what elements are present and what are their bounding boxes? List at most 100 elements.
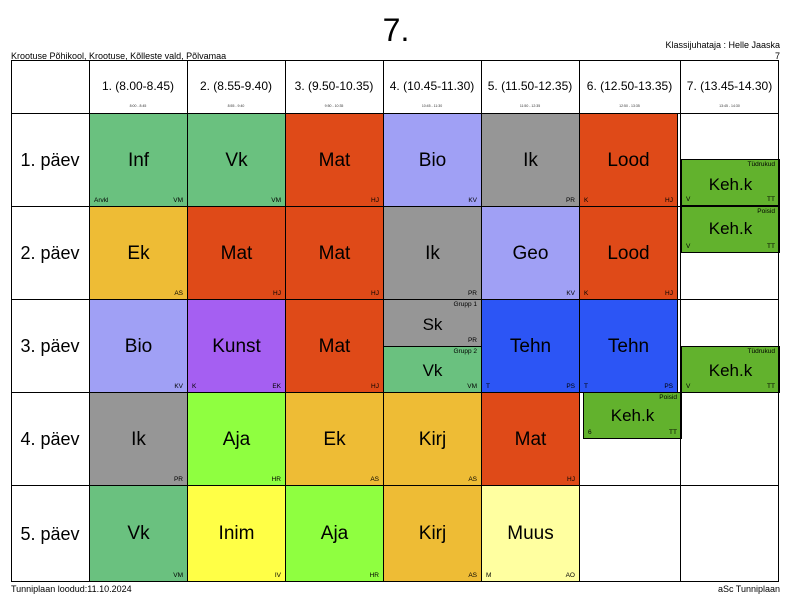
period-label: 4. (10.45-11.30) <box>389 79 475 93</box>
period-time: 13:45 - 14:30 <box>719 104 740 108</box>
lesson-teacher: VM <box>173 572 183 579</box>
lesson-cell: Ik PR <box>383 206 482 300</box>
day-label: 2. päev <box>20 243 80 263</box>
lesson-cell: Geo KV <box>481 206 580 300</box>
lesson-room: T <box>584 383 588 390</box>
page-title: 7. <box>382 12 410 48</box>
lesson-teacher: VM <box>173 197 183 204</box>
lesson-room: K <box>584 197 589 204</box>
lesson-teacher: HJ <box>665 197 673 204</box>
lesson-group: Tüdrukud <box>747 161 775 168</box>
day-label: 5. päev <box>20 524 80 544</box>
lesson-room: M <box>486 572 492 579</box>
period-label: 2. (8.55-9.40) <box>199 79 273 93</box>
lesson-teacher: PS <box>566 383 575 390</box>
lesson-teacher: PR <box>467 337 477 344</box>
lesson-cell: Mat HJ <box>285 299 384 393</box>
lesson-teacher: HR <box>271 476 281 483</box>
lesson-teacher: HJ <box>371 290 379 297</box>
lesson-room: V <box>686 243 691 250</box>
lesson-teacher: HJ <box>273 290 281 297</box>
lesson-teacher: TT <box>767 383 775 390</box>
lesson-group: Poisid <box>659 394 677 401</box>
lesson-cell: Grupp 2 Vk VM <box>383 346 482 393</box>
period-header: 4. (10.45-11.30) 10:45 - 11:30 <box>383 60 481 113</box>
lesson-room: K <box>192 383 197 390</box>
lesson-cell: Mat HJ <box>285 113 384 207</box>
lesson-subject: Bio <box>124 336 153 357</box>
lesson-teacher: EK <box>272 383 281 390</box>
grid-line <box>11 485 779 486</box>
lesson-room: Arvkl <box>94 197 109 204</box>
lesson-group: Grupp 1 <box>453 301 478 308</box>
lesson-teacher: KV <box>174 383 183 390</box>
lesson-subject: Tehn <box>607 336 650 357</box>
lesson-teacher: AS <box>370 476 379 483</box>
day-label: 1. päev <box>20 150 80 170</box>
period-time: 11:50 - 12:35 <box>519 104 541 108</box>
period-header: 5. (11.50-12.35) 11:50 - 12:35 <box>481 60 579 113</box>
lesson-subject: Inf <box>127 150 150 171</box>
lesson-subject: Lood <box>607 243 650 264</box>
period-header: 2. (8.55-9.40) 8:55 - 9:40 <box>187 60 285 113</box>
grid-line <box>11 206 779 207</box>
grid-line <box>187 60 188 582</box>
lesson-teacher: VM <box>467 383 477 390</box>
lesson-teacher: VM <box>271 197 281 204</box>
period-time: 9:50 - 10:35 <box>324 104 344 108</box>
lesson-teacher: HJ <box>371 383 379 390</box>
lesson-subject: Vk <box>127 523 150 544</box>
grid-line <box>285 60 286 582</box>
lesson-teacher: AS <box>468 572 477 579</box>
lesson-teacher: HJ <box>567 476 575 483</box>
lesson-subject: Ek <box>323 429 346 450</box>
period-label: 6. (12.50-13.35) <box>586 79 673 93</box>
lesson-subject: Kunst <box>212 336 261 357</box>
period-header: 7. (13.45-14.30) 13:45 - 14:30 <box>680 60 779 113</box>
lesson-subject: Aja <box>320 523 349 544</box>
lesson-group: Grupp 2 <box>453 348 478 355</box>
day-label: 3. päev <box>20 336 80 356</box>
lesson-teacher: IV <box>274 572 281 579</box>
lesson-room: T <box>486 383 490 390</box>
lesson-cell: Mat HJ <box>187 206 286 300</box>
lesson-subject: Mat <box>318 150 351 171</box>
period-header: 6. (12.50-13.35) 12:50 - 13:35 <box>579 60 680 113</box>
grid-line <box>89 60 90 582</box>
lesson-subject: Ik <box>425 243 440 264</box>
lesson-subject: Aja <box>222 429 251 450</box>
lesson-subject: Lood <box>607 150 650 171</box>
lesson-subject: Mat <box>514 429 547 450</box>
lesson-subject: Keh.k <box>708 175 753 194</box>
lesson-subject: Keh.k <box>708 219 753 238</box>
grid-line <box>11 299 779 300</box>
lesson-teacher: KV <box>566 290 575 297</box>
period-time: 10:45 - 11:30 <box>421 104 443 108</box>
grid-line <box>579 60 580 582</box>
lesson-subject: Kirj <box>418 429 447 450</box>
lesson-teacher: AS <box>174 290 183 297</box>
grid-border <box>11 60 779 582</box>
lesson-cell: Ik PR <box>89 392 188 486</box>
lesson-teacher: KV <box>468 197 477 204</box>
lesson-cell: Aja HR <box>187 392 286 486</box>
lesson-room: K <box>584 290 589 297</box>
lesson-teacher: TT <box>767 243 775 250</box>
lesson-subject: Vk <box>225 150 248 171</box>
grid-line <box>11 392 779 393</box>
lesson-subject: Mat <box>220 243 253 264</box>
lesson-cell: Aja HR <box>285 485 384 582</box>
class-teacher: Klassijuhataja : Helle Jaaska <box>665 40 780 50</box>
lesson-cell: Tüdrukud Keh.k V TT <box>681 159 780 206</box>
school-name: Krootuse Põhikool, Krootuse, Kõlleste va… <box>11 51 227 61</box>
lesson-room: V <box>686 383 691 390</box>
period-time: 12:50 - 13:35 <box>619 104 640 108</box>
lesson-subject: Ik <box>523 150 538 171</box>
period-label: 7. (13.45-14.30) <box>686 79 773 93</box>
footer-created-date: Tunniplaan loodud:11.10.2024 <box>11 584 132 594</box>
day-label: 4. päev <box>20 429 80 449</box>
lesson-subject: Muus <box>507 523 554 544</box>
period-time: 8:00 - 8:45 <box>129 104 147 108</box>
period-time: 8:55 - 9:40 <box>227 104 245 108</box>
lesson-cell: Mat HJ <box>285 206 384 300</box>
